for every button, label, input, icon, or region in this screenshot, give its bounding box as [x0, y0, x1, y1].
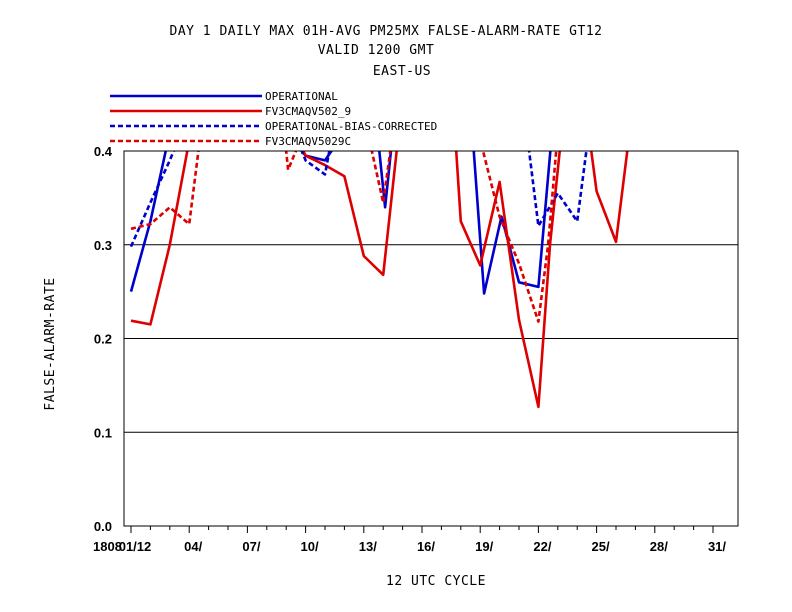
x-axis-label: 12 UTC CYCLE	[386, 574, 486, 589]
x-tick-label: 01/12	[119, 539, 152, 554]
y-tick-label: 0.2	[94, 332, 112, 347]
series-line-1	[129, 151, 552, 295]
chart-title: DAY 1 DAILY MAX 01H-AVG PM25MX FALSE-ALA…	[170, 24, 603, 79]
x-tick-label: 28/	[650, 539, 668, 554]
y-axis-label: FALSE-ALARM-RATE	[43, 277, 58, 410]
legend-label-1: OPERATIONAL	[265, 90, 338, 103]
title-line-2: VALID 1200 GMT	[318, 43, 435, 58]
axes: 0.0 0.1 0.2 0.3 0.4 01/12 04/07/10/13/16/19/22…	[93, 144, 739, 554]
title-line-3: EAST-US	[373, 64, 431, 79]
grid	[124, 150, 738, 527]
series-line-2	[130, 151, 629, 409]
series-lines	[129, 151, 629, 409]
x-tick-label: 16/	[417, 539, 435, 554]
x-tick-label: 19/	[475, 539, 493, 554]
x-tick-label: 04/	[184, 539, 202, 554]
x-tick-label: 10/	[301, 539, 319, 554]
title-line-1: DAY 1 DAILY MAX 01H-AVG PM25MX FALSE-ALA…	[170, 24, 603, 39]
x-tick-prefix-label: 1808	[93, 539, 122, 554]
series-line-3	[129, 151, 588, 248]
y-tick-label: 0.0	[94, 519, 112, 534]
plot-frame	[123, 150, 739, 527]
x-tick-label: 22/	[533, 539, 551, 554]
y-tick-label: 0.1	[94, 425, 112, 440]
y-tick-label: 0.4	[94, 144, 113, 159]
legend-label-3: OPERATIONAL-BIAS-CORRECTED	[265, 120, 437, 133]
y-tick-label: 0.3	[94, 238, 112, 253]
x-tick-label: 07/	[242, 539, 260, 554]
legend-label-4: FV3CMAQV5029C	[265, 135, 351, 148]
legend: OPERATIONAL FV3CMAQV502_9 OPERATIONAL-BIAS…	[110, 90, 437, 148]
x-tick-label: 31/	[708, 539, 726, 554]
x-tick-label: 13/	[359, 539, 377, 554]
x-tick-label: 25/	[592, 539, 610, 554]
series-line-4	[130, 151, 558, 323]
legend-label-2: FV3CMAQV502_9	[265, 105, 351, 118]
